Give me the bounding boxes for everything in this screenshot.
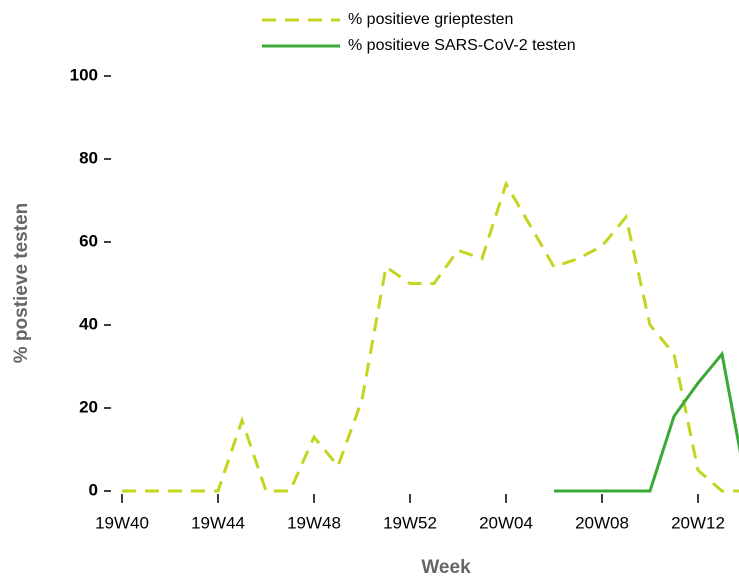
legend-label: % positieve SARS-CoV-2 testen xyxy=(348,37,576,54)
x-tick-label: 20W08 xyxy=(575,513,629,532)
y-tick-label: 100 xyxy=(70,65,98,84)
x-tick-label: 19W44 xyxy=(191,513,245,532)
x-tick-label: 20W12 xyxy=(671,513,725,532)
legend-label: % positieve grieptesten xyxy=(348,11,513,28)
x-tick-label: 20W04 xyxy=(479,513,533,532)
y-axis-title: % postieve testen xyxy=(11,203,32,364)
y-tick-label: 40 xyxy=(79,314,98,333)
x-tick-label: 19W40 xyxy=(95,513,149,532)
y-tick-label: 60 xyxy=(79,231,98,250)
x-tick-label: 19W48 xyxy=(287,513,341,532)
x-axis-title: Week xyxy=(421,557,471,576)
series-line xyxy=(122,180,739,493)
y-tick-label: 80 xyxy=(79,148,98,167)
y-tick-label: 0 xyxy=(89,480,98,499)
y-tick-label: 20 xyxy=(79,397,98,416)
x-tick-label: 19W52 xyxy=(383,513,437,532)
series-line xyxy=(554,350,739,493)
